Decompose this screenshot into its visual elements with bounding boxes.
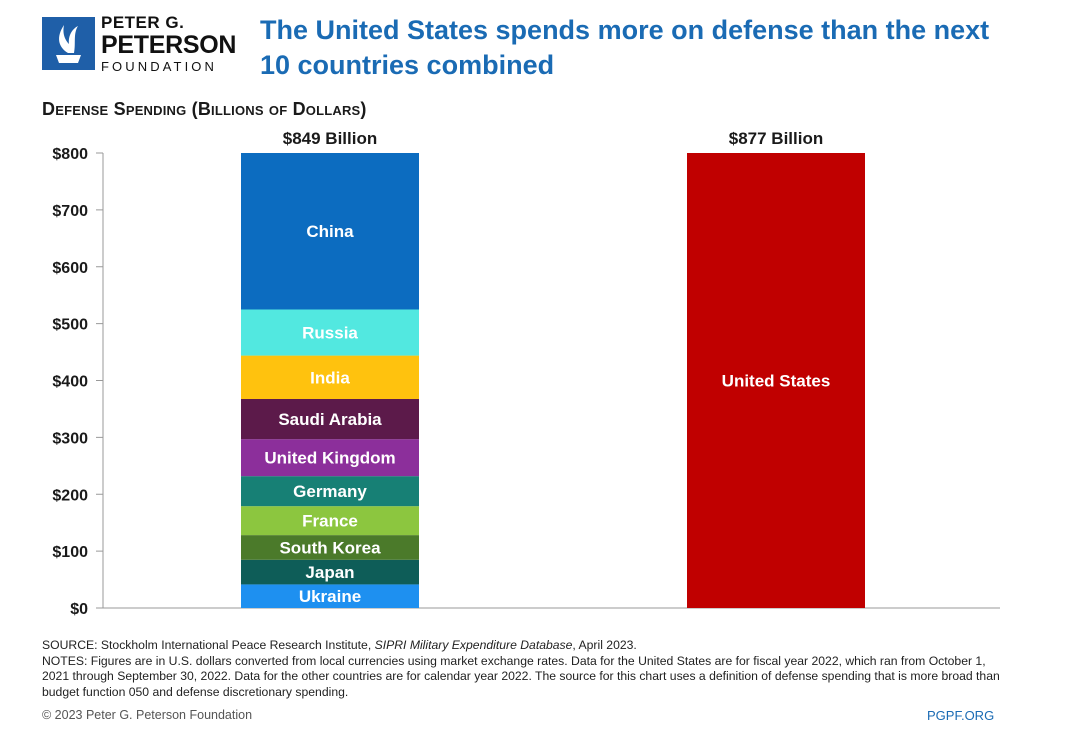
y-tick-label: $500 <box>52 317 88 334</box>
y-tick-label: $700 <box>52 203 88 220</box>
bar-segment-ukraine <box>241 584 419 608</box>
segment-label-ukraine: Ukraine <box>299 587 361 606</box>
foundation-logo-icon <box>42 17 95 70</box>
y-tick-label: $0 <box>70 601 88 618</box>
methodology-notes: NOTES: Figures are in U.S. dollars conve… <box>42 653 1000 699</box>
bar-segment-south-korea <box>241 535 419 560</box>
segment-label-france: France <box>302 512 358 531</box>
logo-line-1: PETER G. <box>101 13 185 32</box>
logo-line-2: PETERSON <box>101 31 237 59</box>
headline-line-1: The United States spends more on defense… <box>260 15 990 45</box>
bar-segment-united-states <box>687 153 865 608</box>
segment-label-united-states: United States <box>722 372 831 391</box>
bar-segment-japan <box>241 559 419 585</box>
source-prefix: SOURCE: Stockholm International Peace Re… <box>42 638 375 652</box>
bar-segment-china <box>241 153 419 310</box>
source-suffix: , April 2023. <box>572 638 637 652</box>
y-tick-label: $200 <box>52 487 88 504</box>
bar-segment-russia <box>241 309 419 356</box>
bar-total-label-next-10: $849 Billion <box>283 129 377 148</box>
logo-line-3: FOUNDATION <box>101 59 217 74</box>
y-tick-label: $100 <box>52 544 88 561</box>
source-title: SIPRI Military Expenditure Database <box>374 638 573 652</box>
bar-segment-united-kingdom <box>241 439 419 477</box>
chart-footer: SOURCE: Stockholm International Peace Re… <box>42 638 1002 700</box>
y-tick-label: $300 <box>52 430 88 447</box>
segment-label-india: India <box>310 368 350 387</box>
segment-label-south-korea: South Korea <box>279 538 381 557</box>
segment-label-china: China <box>306 222 354 241</box>
bar-segment-france <box>241 506 419 536</box>
website-link[interactable]: PGPF.ORG <box>927 708 995 723</box>
bar-segment-india <box>241 355 419 399</box>
y-tick-label: $600 <box>52 260 88 277</box>
segment-label-japan: Japan <box>305 563 354 582</box>
segment-label-russia: Russia <box>302 324 358 343</box>
foundation-wordmark: PETER G. PETERSON FOUNDATION <box>101 13 237 75</box>
segment-label-united-kingdom: United Kingdom <box>264 449 395 468</box>
copyright-text: © 2023 Peter G. Peterson Foundation <box>42 708 253 722</box>
segment-label-germany: Germany <box>293 482 367 501</box>
chart-headline: The United States spends more on defense… <box>260 13 1020 83</box>
defense-spending-chart: $0 $100 $200 $300 $400 $500 $600 $700 $800 Ukrain… <box>52 129 1000 618</box>
bar-segment-germany <box>241 476 419 507</box>
bar-segment-saudi-arabia <box>241 398 419 440</box>
bar-total-label-united-states: $877 Billion <box>729 129 823 148</box>
y-tick-label: $400 <box>52 374 88 391</box>
chart-subtitle: Defense Spending (Billions of Dollars) <box>42 99 367 119</box>
source-note: SOURCE: Stockholm International Peace Re… <box>42 638 1002 654</box>
y-tick-label: $800 <box>52 146 88 163</box>
headline-line-2: 10 countries combined <box>260 50 555 80</box>
segment-label-saudi-arabia: Saudi Arabia <box>278 410 382 429</box>
